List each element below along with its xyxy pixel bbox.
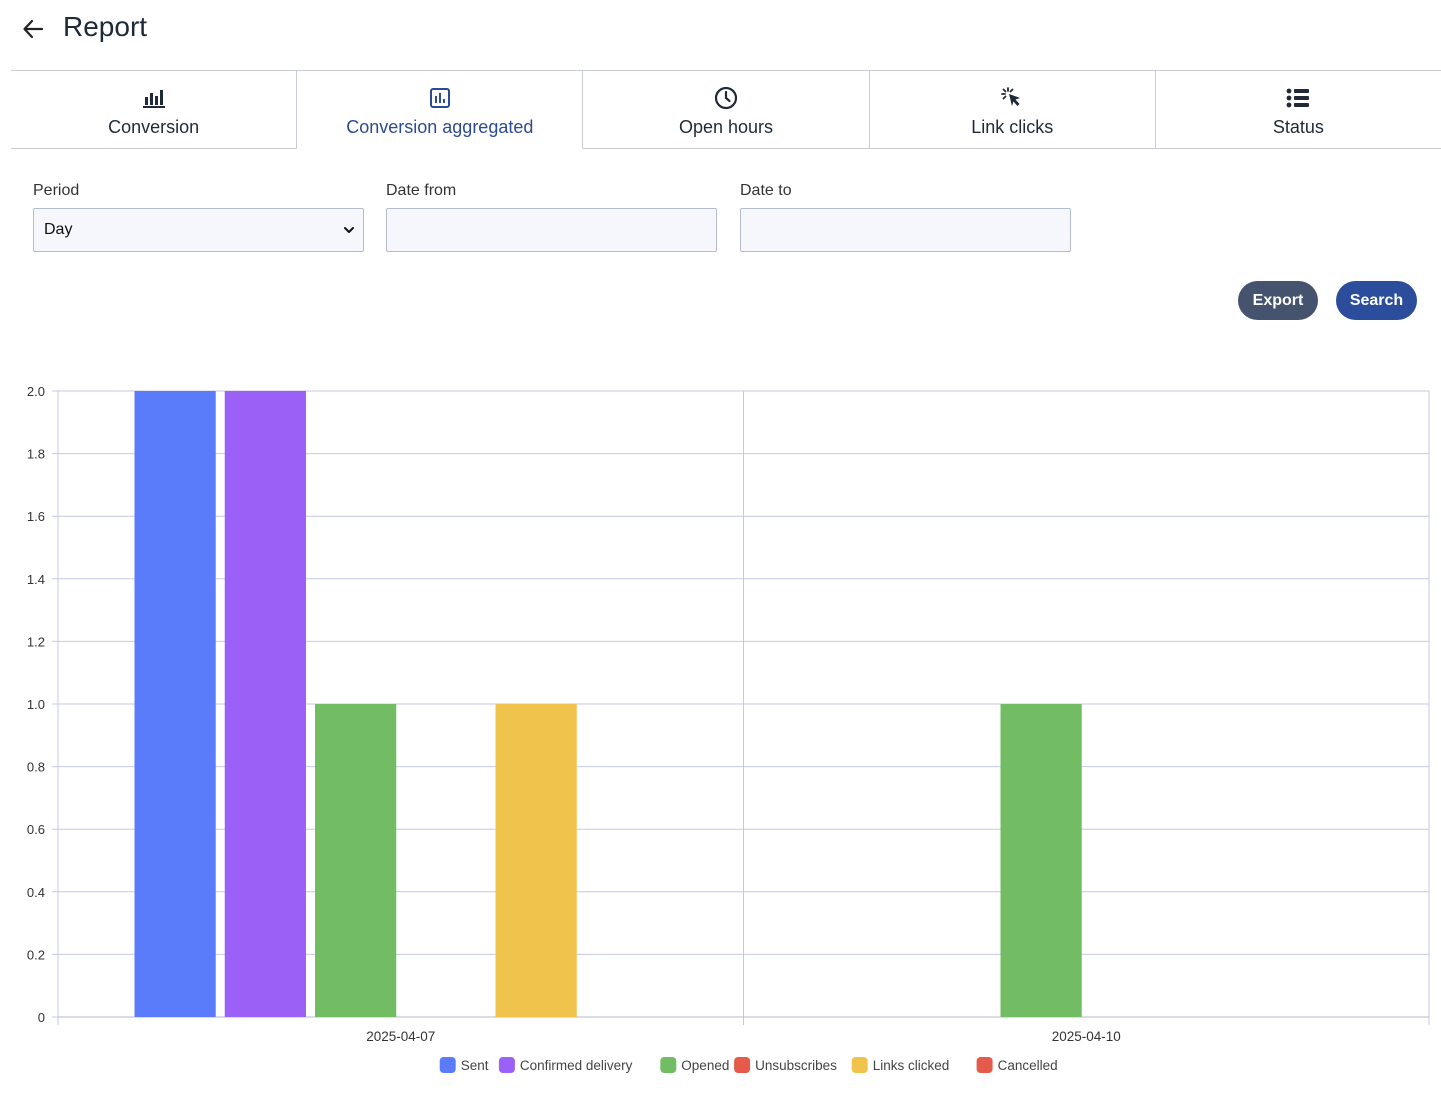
- chevron-down-icon: [344, 227, 354, 233]
- y-tick-label: 0.6: [27, 822, 45, 837]
- legend-swatch: [851, 1057, 868, 1073]
- period-value: Day: [44, 221, 73, 238]
- legend-label: Opened: [681, 1058, 729, 1073]
- legend-label: Unsubscribes: [755, 1058, 837, 1073]
- legend-label: Sent: [461, 1058, 489, 1073]
- arrow-left-icon: [23, 19, 44, 39]
- chart-box-icon: [427, 85, 453, 111]
- bar: [1000, 704, 1082, 1017]
- y-tick-label: 1.0: [27, 697, 45, 712]
- tab-conversion[interactable]: Conversion: [11, 71, 298, 149]
- x-tick-label: 2025-04-07: [366, 1029, 435, 1044]
- y-tick-label: 1.4: [27, 572, 45, 587]
- legend-swatch: [976, 1057, 993, 1073]
- legend-label: Confirmed delivery: [520, 1058, 633, 1073]
- x-tick-label: 2025-04-10: [1052, 1029, 1121, 1044]
- bar: [224, 391, 306, 1017]
- tab-label: Link clicks: [971, 117, 1054, 137]
- legend-label: Cancelled: [998, 1058, 1058, 1073]
- tab-label: Conversion aggregated: [346, 117, 534, 137]
- search-button[interactable]: Search: [1336, 281, 1417, 320]
- bar-chart-icon: [141, 85, 167, 111]
- legend-swatch: [498, 1057, 515, 1073]
- y-tick-label: 2.0: [27, 384, 45, 399]
- period-label: Period: [33, 182, 80, 199]
- date-from-label: Date from: [386, 182, 457, 199]
- tab-open-hours[interactable]: Open hours: [583, 71, 870, 149]
- y-tick-label: 1.6: [27, 509, 45, 524]
- y-tick-label: 1.2: [27, 634, 45, 649]
- report-tabs: Conversion Conversion aggregated Open ho…: [11, 70, 1441, 149]
- bar-chart: 0 0.2 0.4 0.6 0.8 1.0 1.2 1.4 1.6 1.8 2.0 2025-04-0…: [27, 384, 1430, 1073]
- date-from-input[interactable]: [386, 208, 717, 252]
- bar: [134, 391, 216, 1017]
- cursor-click-icon: [999, 85, 1025, 111]
- date-to-input[interactable]: [740, 208, 1071, 252]
- y-tick-label: 0.2: [27, 947, 45, 962]
- y-tick-label: 0: [38, 1010, 45, 1025]
- tab-status[interactable]: Status: [1155, 71, 1441, 149]
- y-tick-label: 0.8: [27, 760, 45, 775]
- bar: [495, 704, 577, 1017]
- period-select[interactable]: Day: [33, 208, 364, 252]
- tab-link-clicks[interactable]: Link clicks: [869, 71, 1156, 149]
- back-button[interactable]: [18, 14, 48, 44]
- tab-label: Status: [1272, 117, 1324, 137]
- tab-label: Conversion: [108, 117, 200, 137]
- y-tick-label: 0.4: [27, 885, 45, 900]
- date-to-label: Date to: [740, 182, 792, 199]
- legend-swatch: [439, 1057, 456, 1073]
- tab-conversion-aggregated[interactable]: Conversion aggregated: [297, 71, 584, 149]
- list-icon: [1285, 85, 1311, 111]
- legend-swatch: [734, 1057, 751, 1073]
- export-button[interactable]: Export: [1238, 281, 1318, 320]
- clock-icon: [713, 85, 739, 111]
- tab-label: Open hours: [678, 117, 774, 137]
- bar: [315, 704, 397, 1017]
- page-header: Report: [0, 0, 1441, 60]
- page-title: Report: [63, 11, 148, 42]
- y-tick-label: 1.8: [27, 447, 45, 462]
- legend-swatch: [660, 1057, 677, 1073]
- legend-label: Links clicked: [873, 1058, 950, 1073]
